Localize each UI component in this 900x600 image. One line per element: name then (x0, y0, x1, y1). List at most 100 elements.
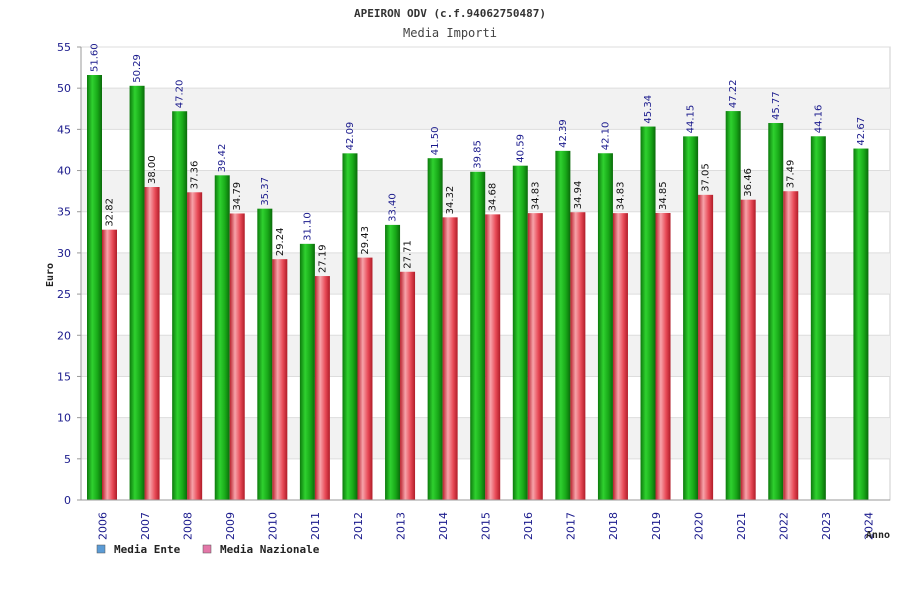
y-tick-label: 15 (57, 370, 71, 383)
x-tick-label: 2024 (863, 512, 876, 540)
bar-media-nazionale (570, 212, 586, 501)
bar-media-ente (87, 75, 102, 501)
bar-media-ente (512, 165, 528, 500)
y-axis: 0 5 10 15 20 25 30 35 40 45 50 55 (57, 41, 82, 507)
data-label-media-nazionale: 38.00 (147, 155, 158, 184)
data-label-media-nazionale: 34.79 (232, 182, 243, 211)
bar-media-nazionale (740, 199, 756, 500)
bar-media-ente (683, 136, 699, 500)
data-label-media-ente: 47.20 (175, 80, 186, 109)
bar-media-nazionale (527, 213, 543, 501)
bar-media-ente (385, 224, 401, 500)
x-axis-label: Anno (866, 530, 890, 541)
bar-media-ente (257, 208, 273, 501)
data-label-media-nazionale: 27.71 (403, 240, 414, 269)
bar-media-nazionale (187, 192, 203, 500)
bar-media-nazionale (272, 259, 288, 500)
y-axis-label: Euro (45, 263, 56, 287)
data-label-media-ente: 50.29 (132, 54, 143, 83)
bar-media-nazionale (698, 194, 714, 501)
legend-swatch-media-nazionale (202, 544, 212, 554)
data-label-media-ente: 44.16 (813, 105, 824, 134)
x-tick-label: 2009 (224, 512, 237, 540)
data-label-media-nazionale: 34.94 (573, 181, 584, 210)
bar-media-nazionale (357, 257, 373, 500)
data-label-media-ente: 42.39 (558, 119, 569, 148)
x-tick-label: 2013 (394, 512, 407, 540)
data-label-media-nazionale: 27.19 (317, 244, 328, 273)
data-label-media-nazionale: 34.83 (615, 181, 626, 210)
y-tick-label: 30 (57, 247, 71, 260)
data-label-media-ente: 33.40 (388, 193, 399, 222)
x-tick-label: 2010 (267, 512, 280, 540)
y-tick-label: 35 (57, 206, 71, 219)
data-label-media-ente: 31.10 (302, 212, 313, 241)
bar-media-ente (342, 153, 358, 500)
y-tick-label: 55 (57, 41, 71, 54)
y-tick-label: 40 (57, 165, 71, 178)
legend-swatch-media-ente (96, 544, 106, 554)
x-axis: 2006 2007 2008 2009 2010 2011 2012 2013 2014 2015… (81, 499, 890, 540)
data-label-media-nazionale: 29.24 (275, 228, 286, 257)
bar-media-ente (768, 123, 784, 500)
bar-media-ente (470, 171, 486, 500)
data-label-media-ente: 35.37 (260, 177, 271, 206)
bar-media-ente (299, 243, 315, 500)
data-label-media-nazionale: 34.85 (658, 181, 669, 210)
x-tick-label: 2019 (650, 512, 663, 540)
x-tick-label: 2016 (522, 512, 535, 540)
bar-media-ente (555, 150, 571, 501)
legend-label-media-ente: Media Ente (114, 543, 181, 556)
x-tick-label: 2012 (352, 512, 365, 540)
data-label-media-nazionale: 37.05 (701, 163, 712, 192)
data-label-media-ente: 51.60 (90, 43, 101, 72)
data-label-media-ente: 42.10 (600, 122, 611, 151)
data-label-media-nazionale: 32.82 (105, 198, 116, 227)
bar-media-nazionale (229, 213, 245, 500)
bar-media-nazionale (102, 229, 117, 500)
x-tick-label: 2007 (139, 512, 152, 540)
bar-media-nazionale (400, 271, 416, 500)
data-label-media-nazionale: 34.83 (530, 181, 541, 210)
data-label-media-nazionale: 37.49 (786, 160, 797, 189)
data-label-media-ente: 45.34 (643, 95, 654, 124)
y-tick-label: 10 (57, 412, 71, 425)
legend-label-media-nazionale: Media Nazionale (220, 543, 320, 556)
data-label-media-nazionale: 36.46 (743, 168, 754, 197)
data-label-media-nazionale: 37.36 (190, 161, 201, 190)
bar-media-nazionale (655, 212, 671, 501)
bar-labels: 51.60 32.82 50.29 38.00 47.20 37.36 39.42 34.79… (90, 43, 867, 273)
x-tick-label: 2006 (96, 512, 109, 540)
bar-media-ente (597, 153, 613, 500)
data-label-media-ente: 42.09 (345, 122, 356, 151)
data-label-media-ente: 44.15 (686, 105, 697, 134)
bar-media-nazionale (485, 214, 501, 500)
x-tick-label: 2018 (607, 512, 620, 540)
x-tick-label: 2021 (735, 512, 748, 540)
bars (87, 75, 869, 501)
bar-media-ente (427, 158, 443, 500)
data-label-media-ente: 39.85 (473, 140, 484, 169)
y-tick-label: 25 (57, 288, 71, 301)
bar-media-nazionale (314, 276, 330, 500)
x-tick-label: 2022 (778, 512, 791, 540)
y-tick-label: 0 (64, 494, 71, 507)
chart-title: APEIRON ODV (c.f.94062750487) (354, 7, 546, 20)
x-tick-label: 2020 (692, 512, 705, 540)
y-tick-label: 20 (57, 329, 71, 342)
data-label-media-ente: 45.77 (771, 91, 782, 120)
bar-media-ente (129, 85, 145, 500)
chart-subtitle: Media Importi (403, 26, 497, 40)
data-label-media-nazionale: 34.68 (488, 183, 499, 212)
bar-media-nazionale (612, 213, 628, 501)
data-label-media-nazionale: 29.43 (360, 226, 371, 255)
y-tick-label: 45 (57, 123, 71, 136)
x-tick-label: 2015 (480, 512, 493, 540)
data-label-media-ente: 40.59 (515, 134, 526, 163)
x-tick-label: 2023 (820, 512, 833, 540)
y-tick-label: 50 (57, 82, 71, 95)
data-label-media-ente: 41.50 (430, 127, 441, 156)
x-tick-label: 2008 (181, 512, 194, 540)
bar-media-ente (214, 175, 230, 500)
